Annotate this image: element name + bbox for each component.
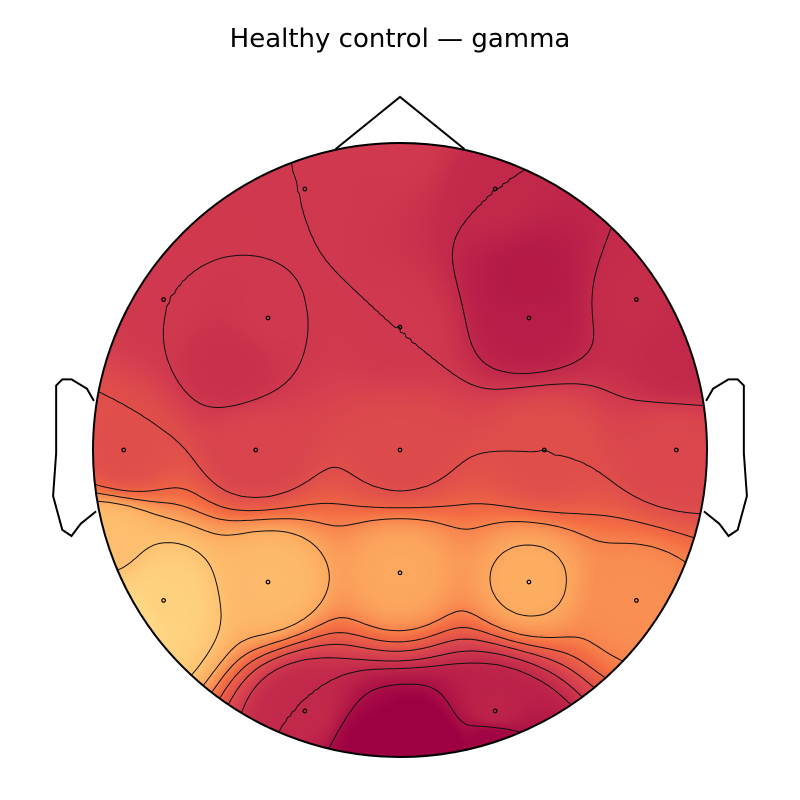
sensor-marker	[526, 315, 532, 321]
contour-lines	[93, 143, 707, 757]
sensor-marker	[265, 579, 271, 585]
left-ear-outline	[52, 378, 97, 538]
sensor-marker	[161, 598, 167, 603]
sensor-marker	[633, 297, 639, 302]
sensor-marker	[633, 598, 639, 603]
head-outline	[92, 142, 708, 758]
sensor-marker	[492, 186, 498, 192]
right-ear-outline	[703, 378, 748, 538]
sensor-marker	[397, 324, 403, 330]
sensor-marker	[673, 447, 679, 453]
sensor-marker	[253, 447, 259, 453]
head-group	[52, 95, 748, 758]
sensor-marker	[265, 315, 271, 321]
sensor-marker	[492, 708, 498, 714]
chart-title: Healthy control — gamma	[230, 24, 571, 54]
sensor-marker	[541, 447, 547, 453]
sensor-marker	[121, 447, 127, 453]
sensor-marker	[526, 579, 532, 585]
sensor-marker	[397, 570, 403, 576]
sensor-marker	[302, 186, 308, 192]
sensor-marker	[397, 447, 403, 453]
sensor-marker	[161, 297, 167, 302]
sensor-marker	[302, 708, 308, 714]
nose-outline	[334, 95, 466, 150]
